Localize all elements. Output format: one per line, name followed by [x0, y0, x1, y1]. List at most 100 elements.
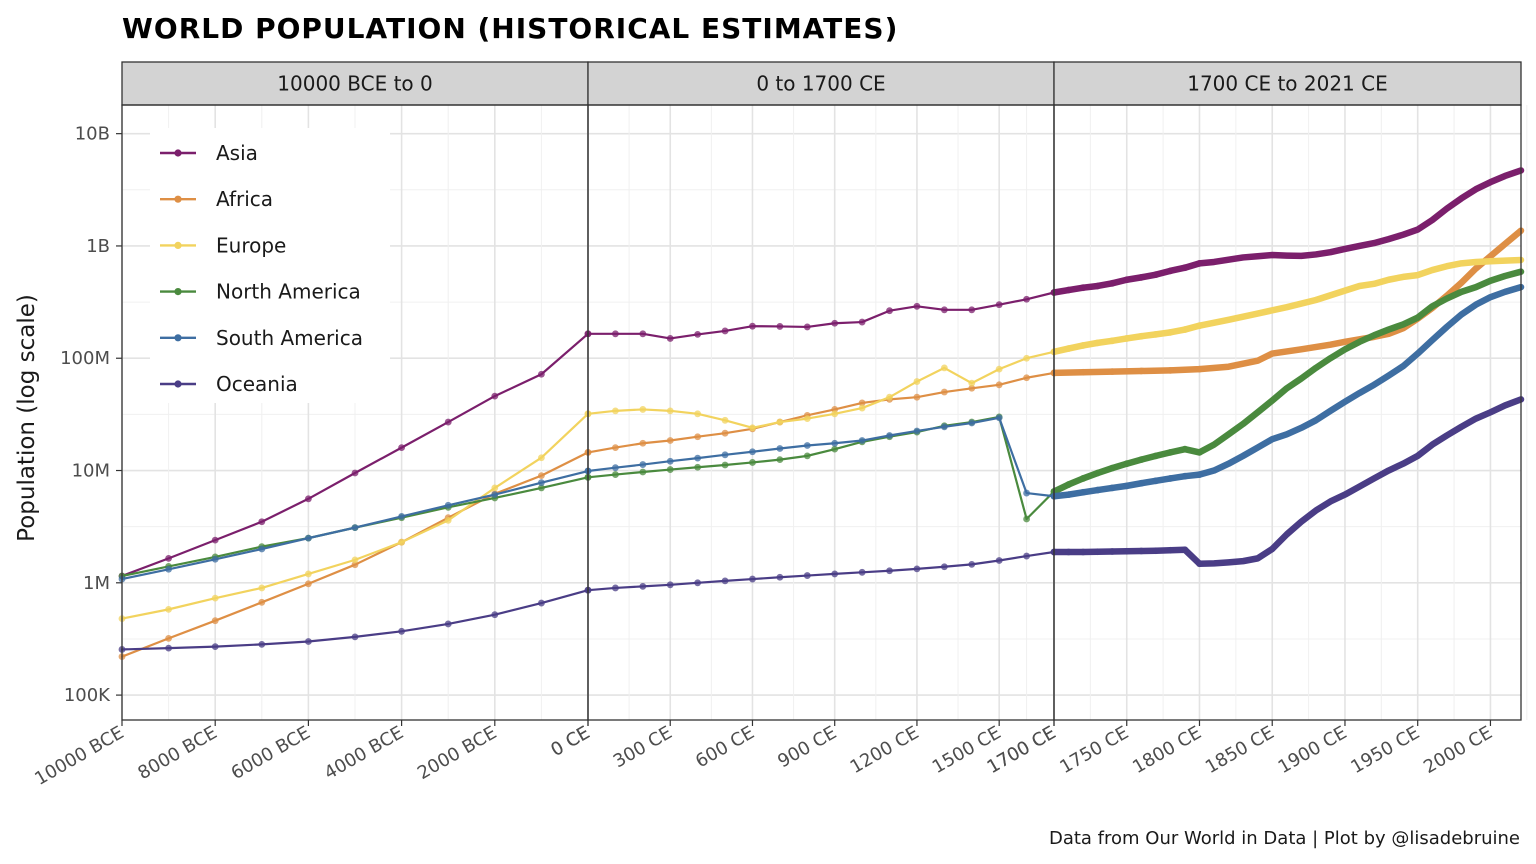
- data-point: [1152, 271, 1160, 279]
- x-tick-label: 900 CE: [774, 722, 840, 772]
- data-point: [666, 466, 674, 473]
- data-point: [1108, 368, 1116, 376]
- data-point: [666, 407, 674, 415]
- data-point: [165, 605, 173, 613]
- data-point: [886, 393, 893, 401]
- data-point: [305, 495, 312, 503]
- series-line: [1050, 268, 1525, 495]
- data-point: [1023, 295, 1030, 303]
- legend: Asia Africa Europe North America South Ameri…: [150, 128, 390, 403]
- data-point: [639, 461, 647, 468]
- data-point: [444, 501, 452, 509]
- data-point: [913, 565, 921, 573]
- data-point: [1166, 267, 1174, 275]
- data-point: [803, 415, 811, 422]
- data-point: [351, 524, 359, 532]
- data-point: [831, 445, 839, 453]
- x-tick-label: 600 CE: [692, 722, 758, 772]
- y-tick-label: 10M: [72, 461, 110, 482]
- data-point: [968, 306, 976, 314]
- facet-strip-label: 0 to 1700 CE: [756, 72, 885, 96]
- legend-key-point: [174, 241, 182, 249]
- series-asia: [118, 167, 1525, 580]
- data-point: [1108, 337, 1116, 345]
- data-point: [1023, 515, 1030, 523]
- legend-key-point: [174, 334, 182, 342]
- data-point: [913, 427, 921, 435]
- data-point: [1196, 322, 1203, 330]
- data-point: [398, 538, 405, 546]
- series-line: [586, 371, 1056, 454]
- y-axis-label: Population (log scale): [14, 294, 40, 542]
- data-point: [1152, 452, 1160, 460]
- legend-item-europe: Europe: [160, 233, 286, 257]
- data-point: [749, 424, 756, 432]
- data-point: [1094, 469, 1102, 477]
- data-point: [666, 437, 674, 444]
- data-point: [776, 323, 784, 330]
- x-tick-label: 1750 CE: [1056, 722, 1132, 778]
- series-line: [1050, 256, 1525, 356]
- data-point: [1094, 339, 1102, 347]
- data-point: [1123, 460, 1131, 468]
- data-point: [1181, 445, 1189, 453]
- facet-strip-label: 1700 CE to 2021 CE: [1187, 72, 1388, 96]
- data-point: [1137, 479, 1145, 487]
- facet-strip-label: 10000 BCE to 0: [277, 72, 432, 96]
- data-point: [968, 384, 976, 392]
- data-point: [351, 561, 359, 569]
- x-tick-label: 1800 CE: [1129, 722, 1205, 778]
- data-point: [940, 306, 948, 314]
- data-point: [1166, 366, 1174, 374]
- data-point: [968, 379, 976, 387]
- data-point: [1123, 335, 1131, 342]
- data-point: [398, 444, 405, 451]
- data-point: [913, 393, 921, 401]
- data-point: [1079, 284, 1087, 292]
- data-point: [995, 301, 1003, 309]
- data-point: [612, 584, 619, 592]
- data-point: [721, 577, 729, 585]
- y-tick-label: 100M: [60, 348, 110, 369]
- data-point: [491, 392, 499, 400]
- data-point: [831, 570, 839, 578]
- legend-key-point: [174, 149, 182, 157]
- data-point: [1079, 368, 1087, 376]
- legend-background: [150, 128, 390, 403]
- legend-item-africa: Africa: [160, 187, 273, 211]
- data-point: [721, 416, 729, 424]
- data-point: [398, 627, 405, 635]
- data-point: [538, 479, 545, 487]
- data-point: [721, 429, 729, 437]
- data-point: [639, 406, 647, 413]
- data-point: [858, 318, 866, 326]
- data-point: [1137, 332, 1145, 340]
- data-point: [995, 414, 1003, 422]
- data-point: [398, 513, 405, 520]
- legend-item-oceania: Oceania: [160, 372, 298, 396]
- data-point: [612, 407, 619, 415]
- data-point: [886, 432, 893, 439]
- data-point: [694, 331, 702, 338]
- data-point: [940, 364, 948, 372]
- data-point: [694, 454, 702, 462]
- data-point: [1181, 326, 1189, 333]
- series-line: [586, 550, 1056, 592]
- data-point: [1123, 276, 1131, 284]
- x-tick-label: 10000 BCE: [31, 722, 127, 790]
- chart-caption: Data from Our World in Data | Plot by @l…: [1049, 828, 1520, 849]
- data-point: [211, 617, 219, 625]
- series-line: [1050, 167, 1525, 296]
- data-point: [803, 323, 811, 331]
- data-point: [666, 335, 674, 342]
- data-point: [211, 555, 219, 563]
- legend-label: Asia: [216, 141, 258, 165]
- data-point: [1108, 484, 1116, 492]
- data-point: [694, 410, 702, 418]
- chart-title: WORLD POPULATION (HISTORICAL ESTIMATES): [122, 12, 898, 45]
- data-point: [1079, 488, 1087, 496]
- data-point: [258, 584, 266, 592]
- data-point: [803, 572, 811, 579]
- data-point: [995, 381, 1003, 389]
